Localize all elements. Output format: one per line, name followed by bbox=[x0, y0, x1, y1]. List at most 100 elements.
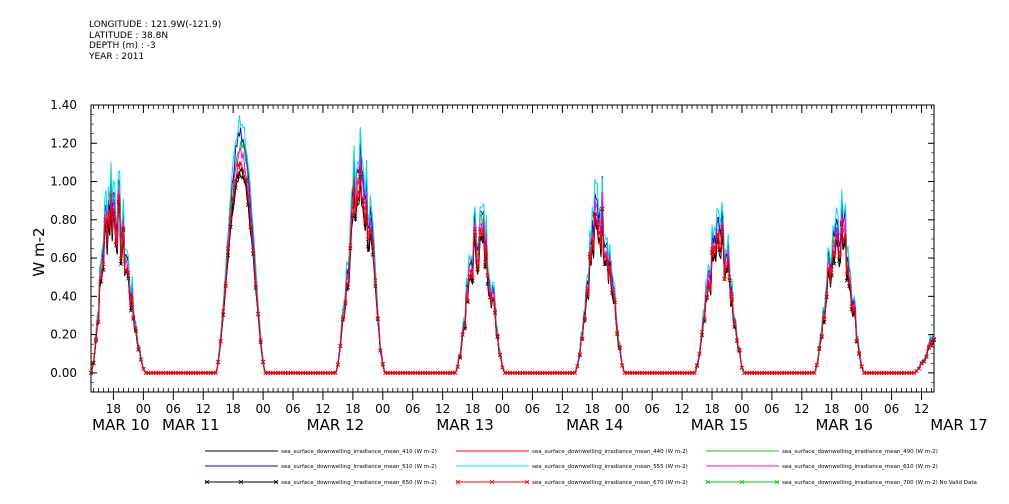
series-marker bbox=[121, 226, 126, 231]
x-tick-label: 06 bbox=[764, 402, 779, 416]
series-marker bbox=[739, 365, 745, 370]
x-day-label: MAR 13 bbox=[436, 416, 493, 434]
series-marker bbox=[497, 352, 503, 357]
series-marker bbox=[243, 176, 248, 181]
y-tick-label: 0.00 bbox=[50, 366, 77, 380]
series-marker bbox=[101, 262, 106, 267]
series-marker bbox=[582, 316, 587, 321]
series-marker bbox=[722, 276, 727, 281]
x-tick-label: 18 bbox=[585, 402, 600, 416]
legend-marker bbox=[524, 479, 530, 485]
series-marker bbox=[852, 306, 857, 311]
series-marker bbox=[228, 216, 233, 221]
series-marker bbox=[363, 221, 368, 226]
series-marker bbox=[482, 264, 488, 269]
series-marker bbox=[98, 276, 104, 281]
series-marker bbox=[572, 370, 577, 375]
x-tick-label: 12 bbox=[674, 402, 689, 416]
series-marker bbox=[931, 337, 937, 342]
series-marker bbox=[108, 192, 114, 198]
plot-frame-group bbox=[90, 104, 935, 393]
series-marker bbox=[487, 291, 493, 296]
series-marker bbox=[223, 281, 228, 286]
series-marker bbox=[365, 244, 370, 249]
series-marker bbox=[605, 259, 610, 264]
x-tick-label: 06 bbox=[405, 402, 420, 416]
series-marker bbox=[814, 362, 819, 367]
series-marker bbox=[857, 350, 862, 356]
series-marker bbox=[128, 308, 133, 313]
x-tick-label: 06 bbox=[645, 402, 660, 416]
legend-marker bbox=[204, 479, 210, 485]
series-marker bbox=[248, 224, 253, 229]
x-tick-label: 06 bbox=[525, 402, 540, 416]
series-marker bbox=[617, 344, 622, 349]
series-marker bbox=[458, 354, 463, 359]
series-marker bbox=[216, 359, 221, 364]
series-marker bbox=[231, 196, 236, 201]
series-marker bbox=[580, 336, 585, 341]
x-tick-label: 00 bbox=[615, 402, 630, 416]
series-marker bbox=[919, 360, 924, 366]
series-marker bbox=[590, 237, 595, 242]
series-marker bbox=[353, 210, 358, 215]
series-marker bbox=[126, 270, 131, 275]
series-marker bbox=[133, 326, 138, 331]
series-marker bbox=[839, 220, 844, 225]
series-marker bbox=[921, 359, 927, 364]
legend-marker bbox=[489, 479, 495, 485]
series-marker bbox=[213, 370, 218, 375]
legend-label: sea_surface_downwelling_irradiance_mean_… bbox=[782, 464, 938, 470]
series-marker bbox=[256, 311, 261, 317]
x-tick-label: 00 bbox=[854, 402, 869, 416]
series-marker bbox=[500, 365, 505, 370]
series-marker bbox=[378, 348, 383, 353]
series-marker bbox=[463, 324, 468, 329]
series-marker bbox=[844, 271, 849, 276]
legend-marker bbox=[273, 479, 279, 485]
series-marker bbox=[610, 288, 615, 293]
series-marker bbox=[916, 366, 922, 371]
series-marker bbox=[692, 370, 697, 375]
series-marker bbox=[719, 224, 725, 229]
series-marker bbox=[620, 363, 625, 368]
series-marker bbox=[595, 225, 600, 230]
legend-label: sea_surface_downwelling_irradiance_mean_… bbox=[782, 480, 977, 486]
series-line bbox=[90, 161, 935, 374]
x-tick-label: 06 bbox=[285, 402, 300, 416]
series-marker bbox=[113, 239, 119, 244]
series-marker bbox=[837, 253, 842, 258]
legend-label: sea_surface_downwelling_irradiance_mean_… bbox=[782, 449, 938, 455]
series-marker bbox=[353, 216, 358, 221]
series-marker bbox=[360, 198, 365, 203]
series-marker bbox=[363, 220, 368, 225]
series-marker bbox=[136, 347, 141, 352]
y-tick-label: 0.60 bbox=[50, 251, 77, 265]
series-marker bbox=[704, 295, 710, 300]
series-marker bbox=[827, 266, 832, 271]
series-marker bbox=[141, 366, 146, 371]
series-marker bbox=[226, 253, 231, 258]
x-tick-label: 00 bbox=[136, 402, 151, 416]
series-marker bbox=[727, 274, 732, 279]
plot-header: LONGITUDE : 121.9W(-121.9) LATITUDE : 38… bbox=[89, 20, 221, 62]
x-tick-label: 00 bbox=[495, 402, 510, 416]
series-marker bbox=[333, 370, 338, 375]
series-marker bbox=[837, 258, 842, 263]
series-line bbox=[90, 161, 935, 374]
legend-marker bbox=[238, 479, 244, 485]
series-marker bbox=[368, 227, 373, 232]
series-marker bbox=[370, 244, 375, 249]
series-marker bbox=[832, 253, 837, 258]
series-marker bbox=[103, 216, 109, 221]
series-marker bbox=[717, 247, 722, 253]
series-marker bbox=[340, 315, 345, 320]
x-tick-label: 18 bbox=[824, 402, 839, 416]
x-tick-label: 12 bbox=[555, 402, 570, 416]
series-marker bbox=[111, 207, 116, 212]
series-marker bbox=[477, 227, 483, 232]
series-marker bbox=[475, 266, 480, 271]
series-marker bbox=[834, 232, 839, 237]
series-line bbox=[90, 171, 935, 374]
